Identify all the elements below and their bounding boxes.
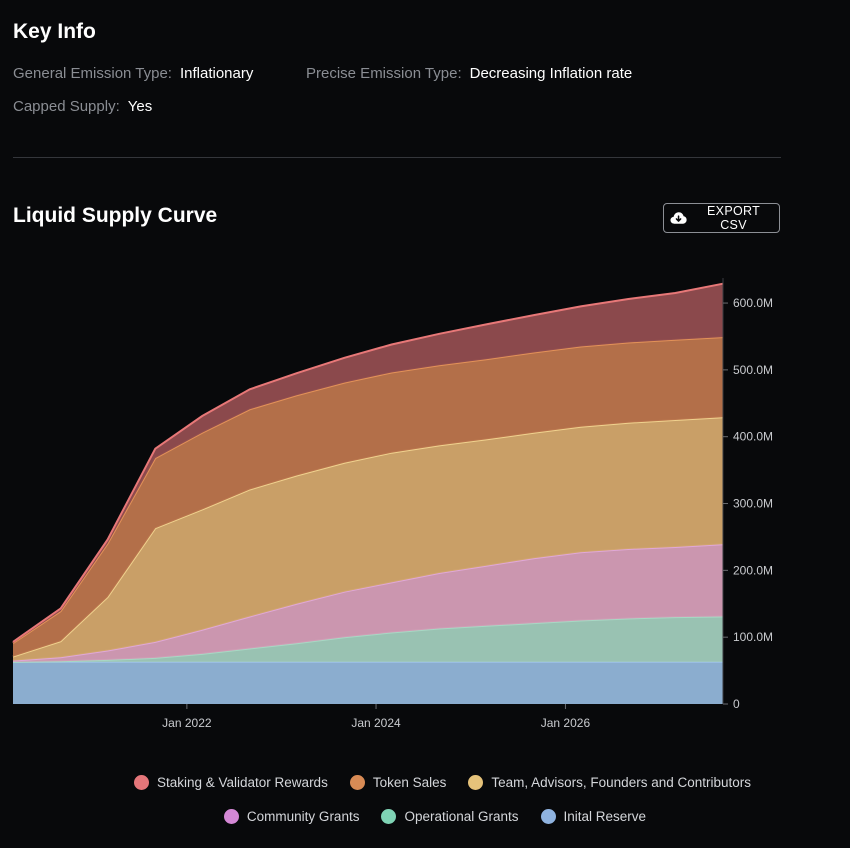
- section-divider: [13, 157, 781, 158]
- legend-dot-icon: [349, 775, 365, 790]
- legend-dot-icon: [540, 809, 556, 824]
- legend-label: Token Sales: [372, 775, 447, 790]
- general-emission-label: General Emission Type:: [13, 65, 172, 82]
- legend-label: Operational Grants: [404, 809, 519, 824]
- key-info-title: Key Info: [13, 20, 96, 43]
- general-emission-row: General Emission Type: Inflationary: [13, 65, 253, 82]
- x-tick-label: Jan 2026: [541, 716, 591, 730]
- y-tick-label: 100.0M: [733, 630, 773, 644]
- capped-supply-value: Yes: [127, 98, 153, 115]
- legend-item-team-advisors-founders-and-contributors[interactable]: Team, Advisors, Founders and Contributor…: [468, 775, 751, 790]
- area-staking-validator-rewards: [13, 283, 723, 644]
- x-tick-label: Jan 2024: [351, 716, 401, 730]
- area-team-advisors-founders-and-contributors: [13, 417, 723, 661]
- y-tick-label: 200.0M: [733, 563, 773, 577]
- legend-label: Inital Reserve: [563, 809, 647, 824]
- legend-row-1: Staking & Validator Rewards Token Sales Te…: [0, 775, 850, 790]
- legend-label: Team, Advisors, Founders and Contributor…: [491, 775, 751, 790]
- area-operational-grants: [13, 616, 723, 662]
- legend-item-operational-grants[interactable]: Operational Grants: [381, 809, 519, 824]
- export-csv-label: EXPORT CSV: [707, 204, 761, 232]
- area-community-grants: [13, 544, 723, 662]
- cloud-download-icon: [670, 212, 687, 224]
- legend-item-community-grants[interactable]: Community Grants: [223, 809, 360, 824]
- legend-row-2: Community Grants Operational Grants Inital…: [0, 809, 850, 824]
- y-tick-label: 400.0M: [733, 430, 773, 444]
- legend-dot-icon: [133, 775, 149, 790]
- export-csv-button[interactable]: EXPORT CSV: [663, 203, 780, 233]
- legend-item-token-sales[interactable]: Token Sales: [349, 775, 447, 790]
- y-tick-label: 500.0M: [733, 363, 773, 377]
- liquid-supply-chart: 0 100.0M 200.0M 300.0M 400.0M 500.0M 600.0M Jan…: [12, 278, 773, 730]
- capped-supply-row: Capped Supply: Yes: [13, 98, 152, 115]
- area-token-sales: [13, 337, 723, 657]
- legend-item-staking-validator-rewards[interactable]: Staking & Validator Rewards: [133, 775, 328, 790]
- precise-emission-label: Precise Emission Type:: [306, 65, 462, 82]
- chart-title: Liquid Supply Curve: [13, 204, 218, 227]
- legend-label: Staking & Validator Rewards: [156, 775, 328, 790]
- legend-item-inital-reserve[interactable]: Inital Reserve: [540, 809, 647, 824]
- general-emission-value: Inflationary: [179, 65, 254, 82]
- legend-dot-icon: [223, 809, 239, 824]
- line-staking-validator-rewards: [12, 282, 724, 643]
- x-tick-label: Jan 2022: [162, 716, 212, 730]
- precise-emission-row: Precise Emission Type: Decreasing Inflati…: [306, 65, 632, 82]
- y-tick-label: 0: [733, 697, 740, 711]
- legend-dot-icon: [468, 775, 484, 790]
- y-tick-label: 600.0M: [733, 296, 773, 310]
- capped-supply-label: Capped Supply:: [13, 98, 120, 115]
- area-inital-reserve: [13, 661, 723, 704]
- legend-label: Community Grants: [246, 809, 360, 824]
- precise-emission-value: Decreasing Inflation rate: [469, 65, 633, 82]
- legend-dot-icon: [381, 809, 397, 824]
- y-tick-label: 300.0M: [733, 497, 773, 511]
